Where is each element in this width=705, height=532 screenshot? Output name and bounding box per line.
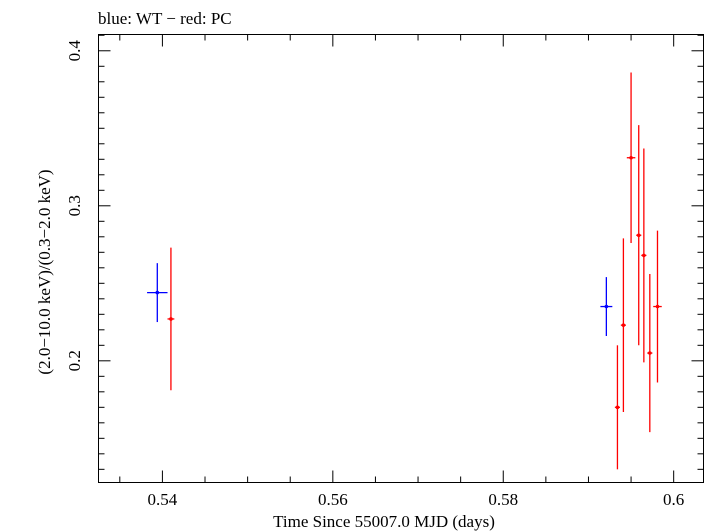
y-axis-label: (2.0−10.0 keV)/(0.3−2.0 keV) [35, 169, 54, 374]
y-tick-label: 0.2 [65, 350, 84, 371]
data-point [636, 233, 641, 238]
x-tick-label: 0.54 [148, 490, 178, 509]
x-tick-label: 0.58 [488, 490, 518, 509]
data-series [147, 72, 662, 470]
plot-frame [98, 34, 704, 483]
y-tick-label: 0.3 [65, 195, 84, 216]
x-tick-label: 0.6 [663, 490, 684, 509]
chart-title: blue: WT − red: PC [98, 9, 232, 28]
data-point [629, 155, 633, 160]
data-point [642, 253, 646, 258]
y-tick-label: 0.4 [65, 40, 84, 62]
series-1 [167, 72, 662, 470]
x-tick-label: 0.56 [318, 490, 348, 509]
data-point [621, 323, 626, 327]
data-point [648, 351, 652, 355]
x-axis-label: Time Since 55007.0 MJD (days) [273, 512, 495, 531]
y-axis: 0.2 0.3 0.4 [65, 34, 704, 470]
series-0 [147, 263, 613, 337]
data-point [604, 304, 609, 309]
data-point [655, 304, 660, 309]
data-point [155, 290, 160, 295]
data-point [615, 405, 620, 410]
data-point [169, 317, 173, 321]
x-axis: 0.54 0.56 0.58 0.6 [119, 34, 684, 509]
